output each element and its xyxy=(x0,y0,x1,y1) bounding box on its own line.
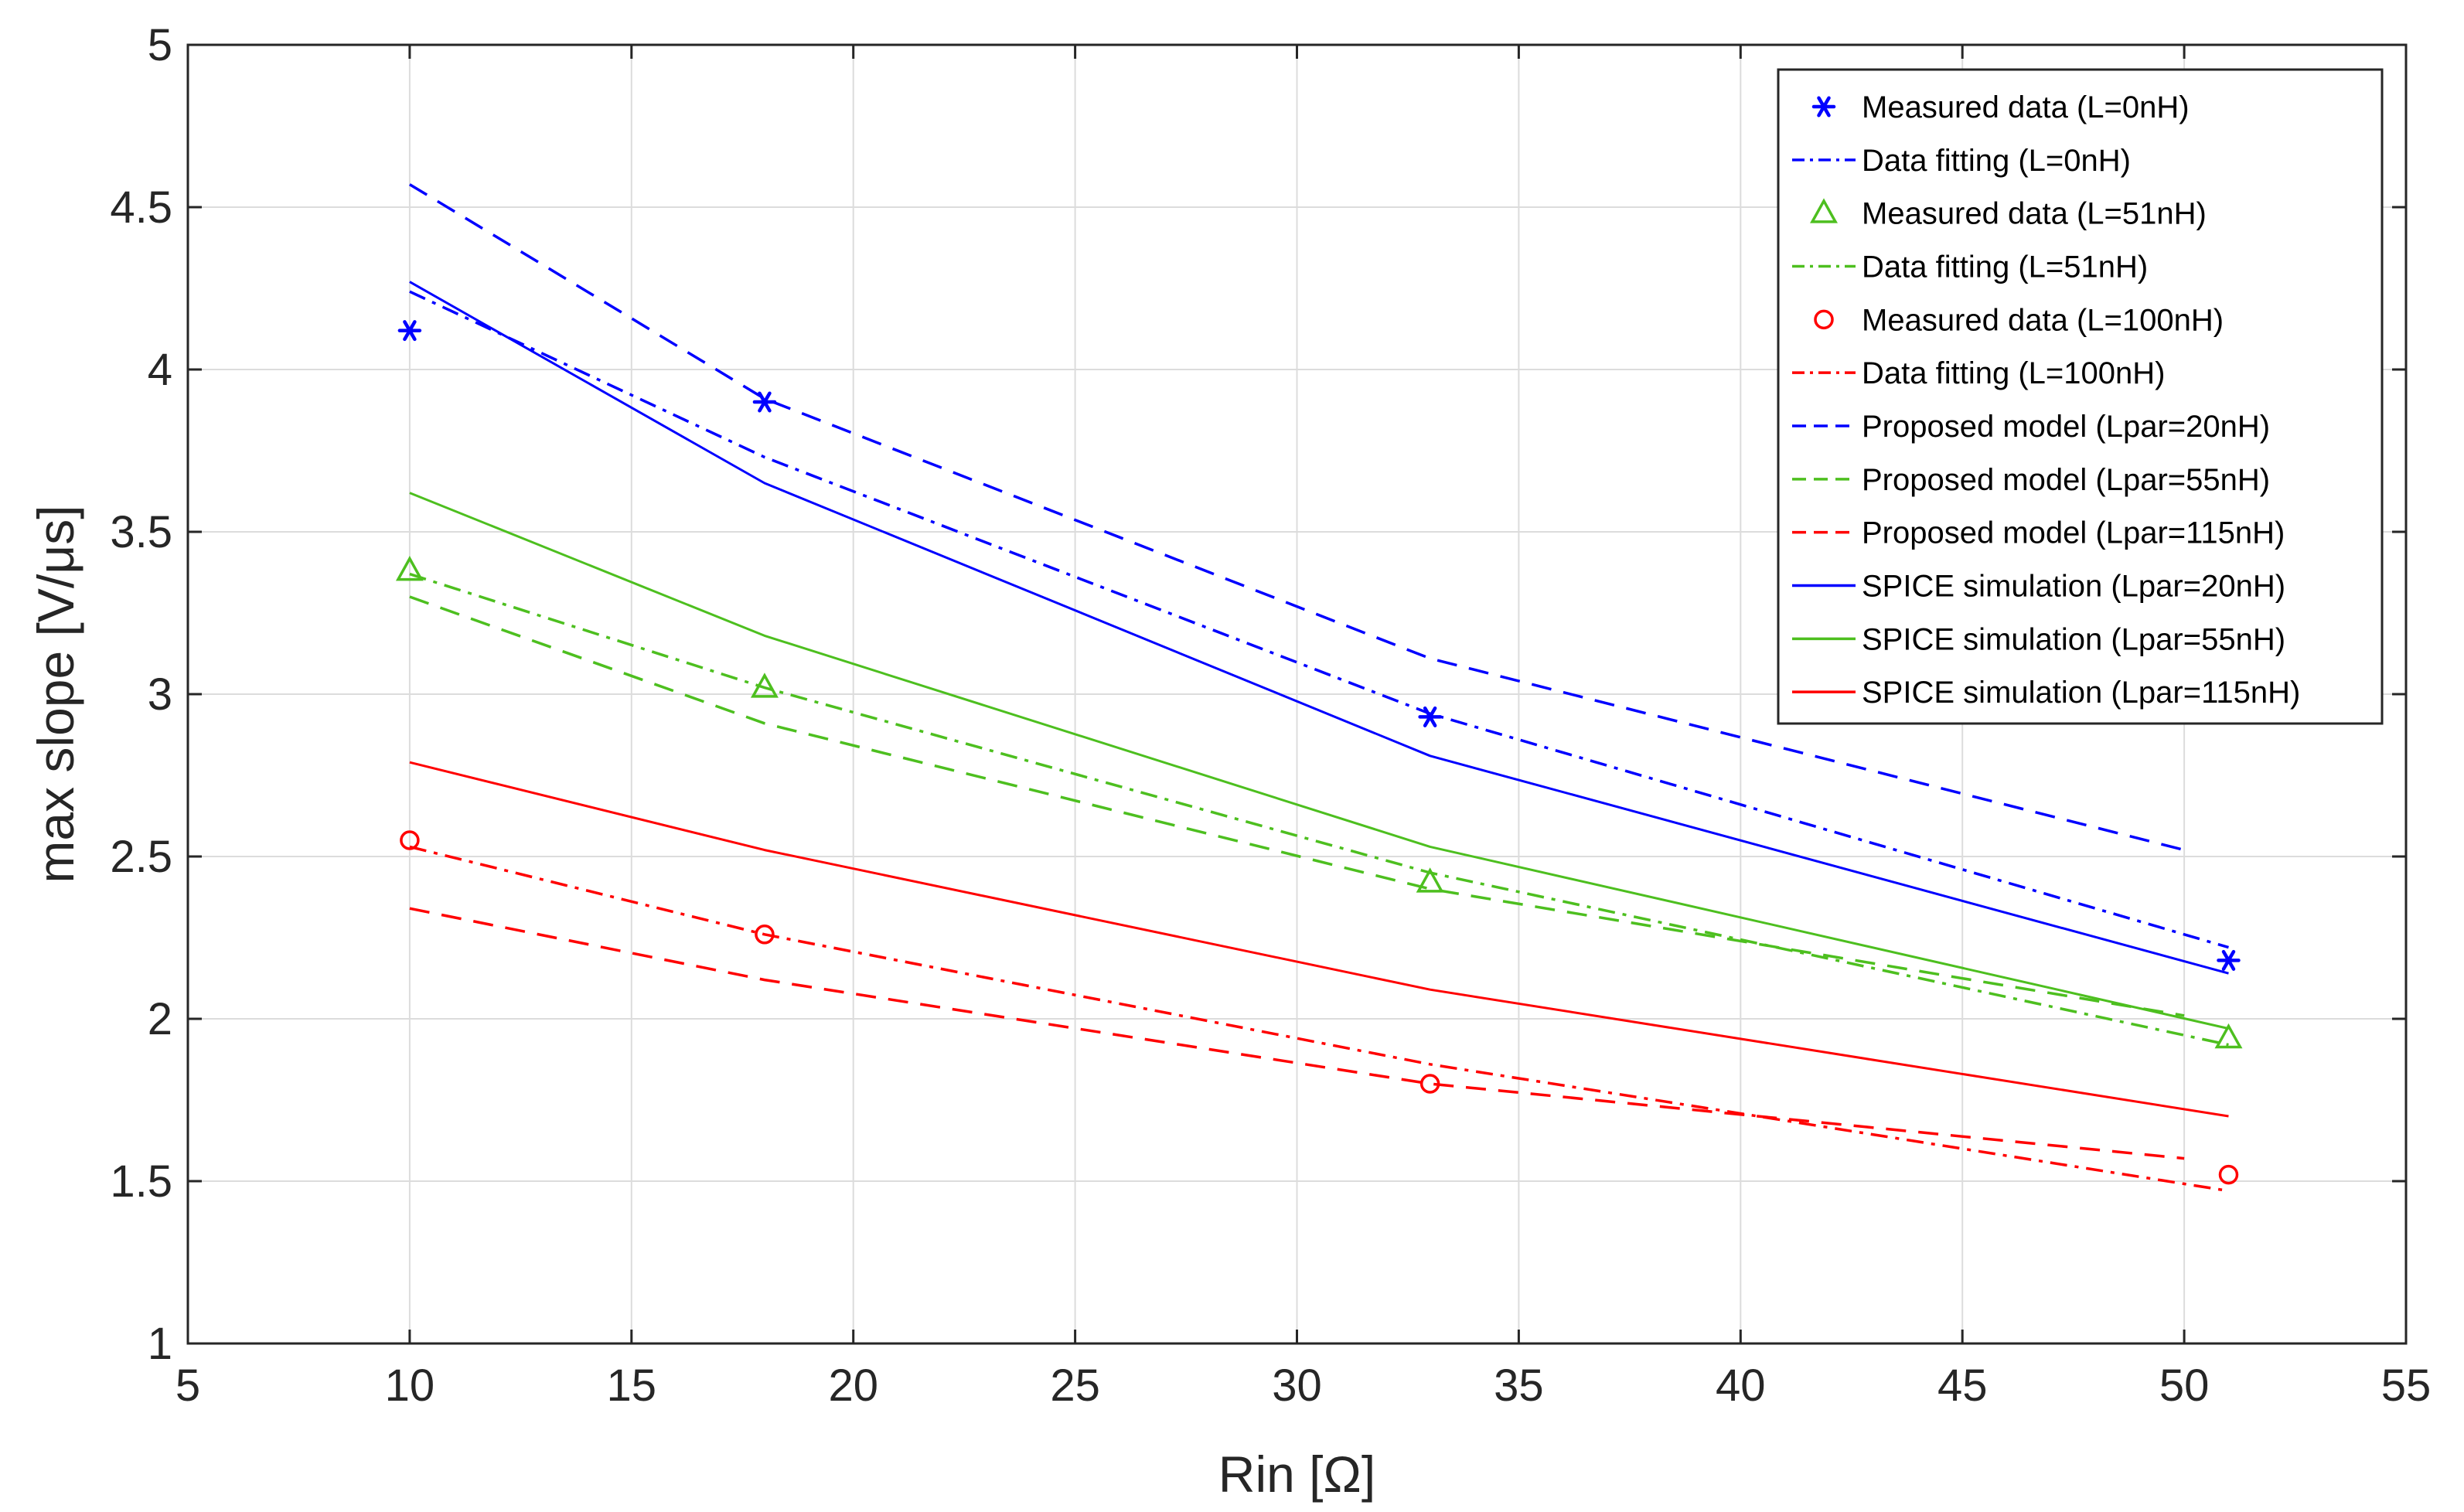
x-tick-label-6: 35 xyxy=(1494,1360,1544,1411)
series-line-10 xyxy=(409,492,2229,1030)
x-tick-label-3: 20 xyxy=(828,1360,878,1411)
legend-box xyxy=(1777,68,2384,725)
y-tick-label-2: 2 xyxy=(148,994,172,1044)
series-line-7 xyxy=(409,595,2185,1017)
legend-label-4: Measured data (L=100nH) xyxy=(1862,303,2224,337)
x-tick-label-9: 50 xyxy=(2159,1360,2210,1411)
legend-label-9: SPICE simulation (Lpar=20nH) xyxy=(1862,570,2285,604)
x-tick-label-5: 30 xyxy=(1272,1360,1322,1411)
series-line-8 xyxy=(409,907,2185,1160)
data-point-triangle-2-2 xyxy=(1416,867,1444,893)
y-tick-label-0: 1 xyxy=(148,1319,172,1369)
x-tick-label-1: 10 xyxy=(385,1360,435,1411)
legend-label-10: SPICE simulation (Lpar=55nH) xyxy=(1862,622,2285,656)
x-tick-label-4: 25 xyxy=(1050,1360,1100,1411)
x-tick-label-10: 55 xyxy=(2381,1360,2432,1411)
x-tick-label-8: 45 xyxy=(1937,1360,1988,1411)
series-line-3 xyxy=(409,572,2229,1047)
legend-marker-0 xyxy=(1811,96,1836,117)
legend-marker-4 xyxy=(1814,309,1834,330)
legend-label-5: Data fitting (L=100nH) xyxy=(1862,356,2165,390)
data-point-asterisk-0-1 xyxy=(752,391,777,413)
x-tick-label-0: 5 xyxy=(176,1360,200,1411)
x-axis-title: Rin [Ω] xyxy=(1218,1446,1375,1503)
data-point-circle-4-3 xyxy=(2218,1164,2239,1185)
y-tick-label-6: 4 xyxy=(148,345,172,395)
legend-label-8: Proposed model (Lpar=115nH) xyxy=(1862,516,2285,550)
series-line-11 xyxy=(409,761,2229,1118)
plot-series xyxy=(395,183,2243,1193)
y-tick-label-4: 3 xyxy=(148,669,172,720)
legend-label-6: Proposed model (Lpar=20nH) xyxy=(1862,410,2270,444)
data-point-triangle-2-0 xyxy=(395,556,424,581)
series-line-9 xyxy=(409,281,2229,975)
data-point-asterisk-0-3 xyxy=(2217,949,2241,971)
legend-label-3: Data fitting (L=51nH) xyxy=(1862,250,2148,284)
series-line-6 xyxy=(408,183,2185,852)
legend-label-11: SPICE simulation (Lpar=115nH) xyxy=(1862,676,2300,710)
data-point-asterisk-0-0 xyxy=(397,320,422,342)
data-point-triangle-2-3 xyxy=(2214,1023,2243,1049)
y-tick-label-3: 2.5 xyxy=(110,832,172,882)
axes: 5 10 15 20 25 30 35 40 45 50 55 1 1.5 2 2.5 3 3.5 4 4.5 5 Ri… xyxy=(27,20,2431,1503)
legend-marker-2 xyxy=(1810,198,1838,223)
y-tick-label-1: 1.5 xyxy=(110,1156,172,1207)
legend-label-7: Proposed model (Lpar=55nH) xyxy=(1862,463,2270,497)
x-tick-label-2: 15 xyxy=(607,1360,657,1411)
legend: Measured data (L=0nH) Data fitting (L=0nH… xyxy=(1777,68,2384,725)
y-tick-label-7: 4.5 xyxy=(110,182,172,233)
y-tick-label-8: 5 xyxy=(148,20,172,70)
data-point-circle-4-0 xyxy=(400,830,420,850)
legend-label-2: Measured data (L=51nH) xyxy=(1862,197,2207,231)
y-axis-title: max slope [V/μs] xyxy=(27,505,84,883)
legend-label-1: Data fitting (L=0nH) xyxy=(1862,144,2131,178)
data-point-circle-4-1 xyxy=(755,925,775,945)
legend-label-0: Measured data (L=0nH) xyxy=(1862,90,2190,124)
series-line-1 xyxy=(409,290,2229,949)
x-tick-label-7: 40 xyxy=(1716,1360,1766,1411)
y-tick-label-5: 3.5 xyxy=(110,507,172,557)
series-line-5 xyxy=(409,845,2229,1193)
